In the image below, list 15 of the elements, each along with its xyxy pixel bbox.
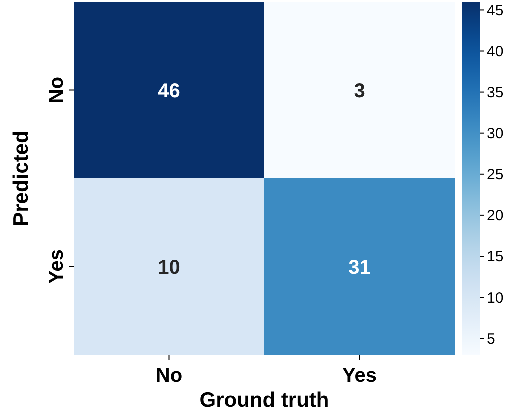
color-bar-label: 10 — [487, 290, 504, 307]
color-bar-label: 45 — [487, 2, 504, 20]
data-label: 31 — [348, 256, 371, 279]
color-bar-label: 15 — [487, 248, 504, 266]
color-bar-label: 35 — [487, 84, 504, 102]
color-bar-label: 5 — [487, 330, 496, 348]
data-label: 46 — [158, 80, 180, 102]
color-bar-label: 20 — [487, 208, 504, 225]
data-label: 10 — [158, 256, 180, 279]
color-bar-label: 25 — [487, 166, 504, 184]
x-axis-title: Ground truth — [200, 389, 330, 412]
color-bar-label: 30 — [487, 126, 504, 143]
y-axis-title: Predicted — [10, 130, 33, 226]
data-label: 3 — [354, 80, 366, 102]
color-bar-label: 40 — [487, 44, 504, 61]
